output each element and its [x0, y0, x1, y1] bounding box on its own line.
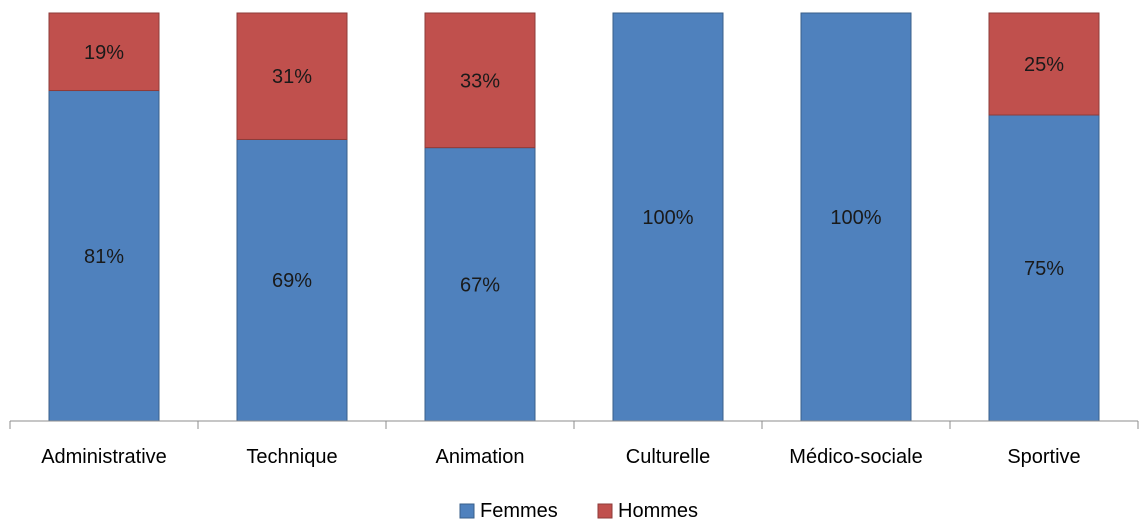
- x-tick-label-technique: Technique: [246, 446, 337, 468]
- legend-label-hommes: Hommes: [618, 500, 698, 522]
- x-tick-label-medico-sociale: Médico-sociale: [789, 446, 922, 468]
- bar-administrative-femmes: [48, 90, 160, 422]
- legend: Femmes Hommes: [459, 500, 698, 522]
- data-label-culturelle-femmes: 100%: [642, 207, 693, 229]
- bar-culturelle-femmes: [612, 12, 724, 422]
- bar-animation-femmes: [424, 147, 536, 422]
- x-tick-label-animation: Animation: [436, 446, 525, 468]
- data-label-technique-hommes: 31%: [272, 66, 312, 88]
- x-tick-label-administrative: Administrative: [41, 446, 167, 468]
- data-label-medico-sociale-femmes: 100%: [830, 207, 881, 229]
- x-tick-labels: Administrative Technique Animation Culturel…: [41, 446, 1080, 468]
- data-label-administrative-femmes: 81%: [84, 246, 124, 268]
- data-label-technique-femmes: 69%: [272, 270, 312, 292]
- data-label-administrative-hommes: 19%: [84, 42, 124, 64]
- x-tick-label-culturelle: Culturelle: [626, 446, 710, 468]
- bar-technique-hommes: [236, 12, 348, 140]
- data-labels-group: 81% 19% 69% 31% 67% 33% 100% 100% 75% 25%: [84, 42, 1064, 297]
- x-tick-label-sportive: Sportive: [1007, 446, 1080, 468]
- bar-animation-hommes: [424, 12, 536, 149]
- bar-administrative-hommes: [48, 12, 160, 92]
- data-label-sportive-hommes: 25%: [1024, 54, 1064, 76]
- data-label-animation-femmes: 67%: [460, 274, 500, 296]
- bar-medico-sociale-femmes: [800, 12, 912, 422]
- legend-swatch-femmes: [459, 503, 475, 519]
- legend-swatch-hommes: [597, 503, 613, 519]
- x-axis: [9, 420, 1139, 429]
- data-label-sportive-femmes: 75%: [1024, 258, 1064, 280]
- bars-group: [48, 12, 1100, 422]
- data-label-animation-hommes: 33%: [460, 70, 500, 92]
- bar-sportive-hommes: [988, 12, 1100, 116]
- legend-label-femmes: Femmes: [480, 500, 558, 522]
